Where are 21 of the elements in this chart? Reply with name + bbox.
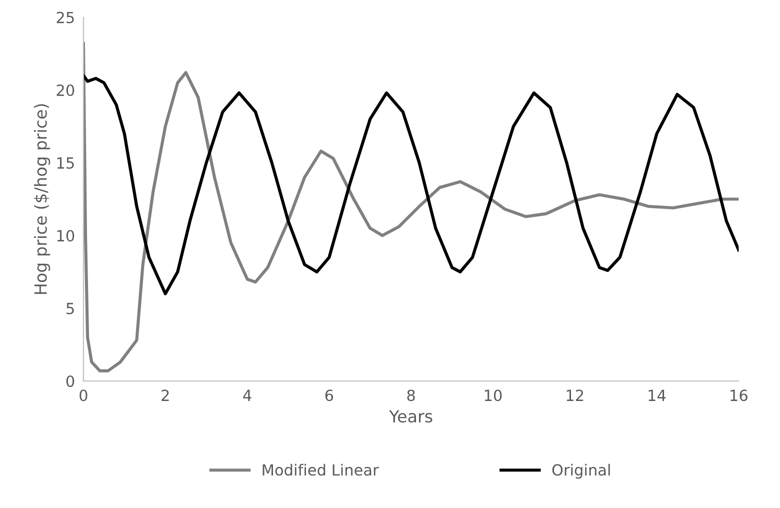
x-tick-label: 6 — [325, 390, 334, 402]
y-tick-label: 5 — [66, 302, 74, 314]
y-tick-label: 15 — [57, 157, 74, 169]
y-tick-label: 10 — [57, 230, 74, 242]
y-tick-label: 0 — [66, 375, 74, 388]
x-tick-label: 4 — [243, 390, 252, 401]
y-axis-title: Hog price ($/hog price) — [34, 104, 50, 294]
line-series — [83, 74, 739, 296]
x-tick-label: 16 — [730, 390, 748, 402]
line-series — [83, 42, 739, 372]
legend-label: Modified Linear — [262, 464, 379, 476]
y-tick-label: 25 — [56, 12, 74, 24]
x-tick-label: 0 — [80, 390, 88, 402]
x-tick-label: 12 — [566, 390, 584, 401]
y-tick-label: 20 — [56, 84, 74, 96]
x-tick-label: 2 — [162, 390, 169, 401]
x-axis-title: Years — [389, 410, 432, 423]
x-tick-label: 14 — [648, 390, 666, 401]
x-tick-label: 10 — [484, 390, 502, 402]
legend-label: Original — [552, 464, 610, 479]
x-tick-label: 8 — [407, 390, 415, 402]
